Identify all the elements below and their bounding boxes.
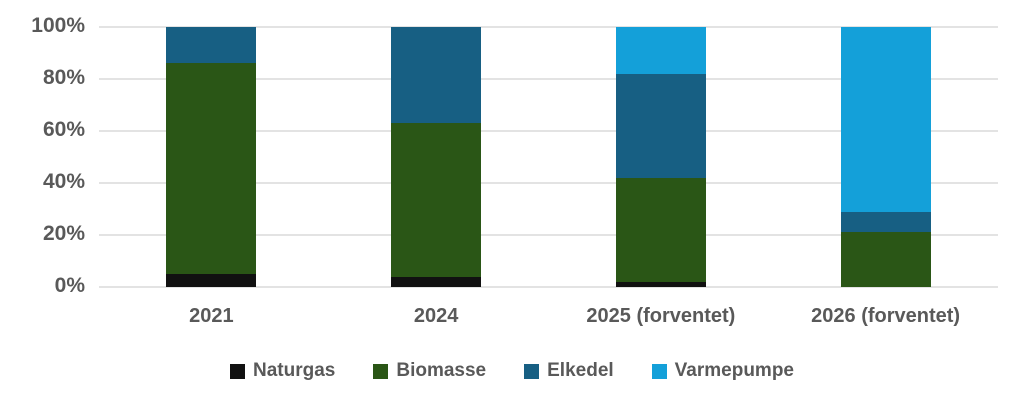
segment-varmepumpe	[615, 27, 706, 74]
elkedel-swatch-icon	[524, 363, 540, 379]
gridline	[99, 78, 998, 80]
segment-elkedel	[840, 211, 931, 233]
legend-item-varmepumpe: Varmepumpe	[651, 360, 794, 382]
segment-naturgas	[166, 274, 257, 287]
y-tick-label: 100%	[31, 14, 85, 37]
naturgas-swatch-icon	[229, 363, 245, 379]
varmepumpe-swatch-icon	[651, 363, 667, 379]
bar-2026-forventet-	[840, 27, 931, 287]
gridline	[99, 26, 998, 28]
y-tick-label: 20%	[42, 222, 85, 245]
y-tick-label: 80%	[42, 66, 85, 89]
bar-2021	[166, 27, 257, 287]
legend-item-naturgas: Naturgas	[229, 360, 336, 382]
segment-elkedel	[615, 73, 706, 178]
segment-biomasse	[391, 123, 482, 277]
x-tick-label: 2026 (forventet)	[811, 305, 961, 327]
segment-naturgas	[615, 281, 706, 287]
segment-varmepumpe	[840, 27, 931, 212]
gridline	[99, 182, 998, 184]
gridline	[99, 234, 998, 236]
legend-item-biomasse: Biomasse	[373, 360, 486, 382]
legend-label: Biomasse	[396, 360, 487, 381]
segment-naturgas	[391, 276, 482, 287]
y-tick-label: 40%	[42, 170, 85, 193]
segment-biomasse	[840, 232, 931, 287]
segment-elkedel	[391, 27, 482, 124]
y-tick-label: 0%	[54, 274, 85, 297]
bar-2024	[391, 27, 482, 287]
segment-elkedel	[166, 27, 257, 64]
biomasse-swatch-icon	[373, 363, 389, 379]
x-tick-label: 2025 (forventet)	[586, 305, 736, 327]
legend-label: Varmepumpe	[674, 360, 794, 381]
segment-biomasse	[166, 63, 257, 274]
legend-label: Elkedel	[547, 360, 614, 381]
x-axis: 2021 2024 2025 (forventet) 2026 (forvent…	[99, 305, 998, 328]
y-tick-label: 60%	[42, 118, 85, 141]
plot-area	[99, 26, 998, 288]
x-tick-label: 2021	[189, 305, 234, 327]
legend-label: Naturgas	[252, 360, 336, 381]
x-tick-label: 2024	[413, 305, 459, 327]
segment-biomasse	[615, 177, 706, 282]
bar-2025-forventet-	[615, 27, 706, 287]
gridline	[99, 130, 998, 132]
gridline	[99, 286, 998, 288]
legend-item-elkedel: Elkedel	[524, 360, 614, 382]
legend: Naturgas Biomasse Elkedel Varmepumpe	[0, 360, 1024, 382]
